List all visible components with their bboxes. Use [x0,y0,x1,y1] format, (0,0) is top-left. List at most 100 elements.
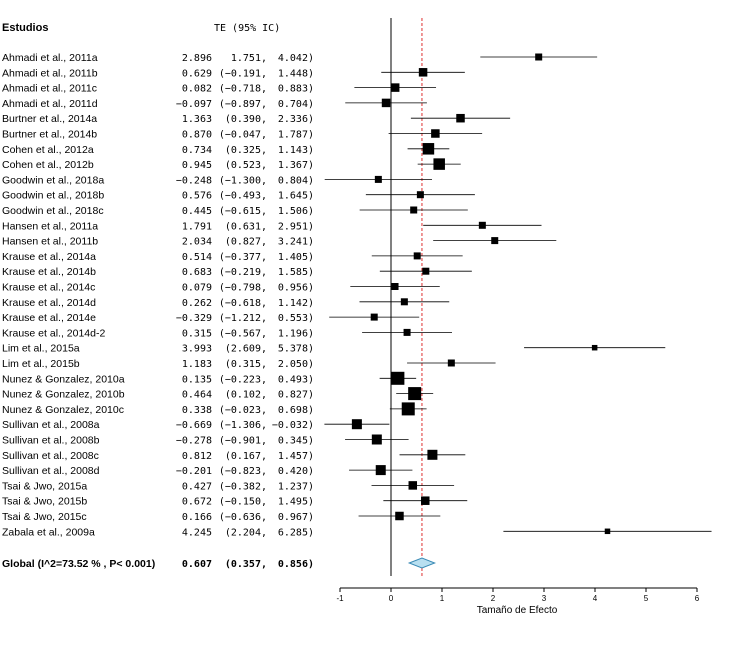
study-te: −0.278 [176,436,212,447]
study-te: −0.248 [176,175,212,186]
study-label: Krause et al., 2014c [2,282,95,294]
study-label: Nunez & Gonzalez, 2010b [2,389,125,401]
study-te: 0.262 [182,298,212,309]
study-ci-low: (0.167, [225,451,267,462]
study-ci-high: 0.493) [278,374,314,385]
overall-te: 0.607 [182,559,212,570]
x-tick-label: 0 [389,594,394,603]
header-studies: Estudios [2,22,48,34]
study-ci-high: 1.237) [278,481,314,492]
study-ci-low: (0.523, [225,160,267,171]
study-marker [416,191,424,199]
study-label: Goodwin et al., 2018c [2,205,104,217]
study-ci-high: 2.951) [278,221,314,232]
x-tick-label: 1 [440,594,445,603]
study-ci-low: (−0.223, [219,374,267,385]
study-marker [447,359,455,367]
study-marker [374,175,382,183]
study-ci-high: 1.645) [278,191,314,202]
study-marker [604,528,611,535]
study-ci-low: (2.204, [225,527,267,538]
x-axis-label: Tamaño de Efecto [477,605,558,616]
study-ci-high: 0.883) [278,84,314,95]
study-ci-low: (0.315, [225,359,267,370]
study-ci-high: 0.553) [278,313,314,324]
study-marker [431,129,440,138]
study-ci-high: 1.457) [278,451,314,462]
study-label: Sullivan et al., 2008c [2,450,99,462]
study-te: 0.338 [182,405,212,416]
study-ci-high: 2.336) [278,114,314,125]
study-marker [408,481,418,490]
study-label: Cohen et al., 2012b [2,159,94,171]
study-label: Krause et al., 2014d [2,297,96,309]
study-label: Cohen et al., 2012a [2,144,94,156]
study-marker [413,252,421,260]
study-te: 0.427 [182,481,212,492]
study-label: Sullivan et al., 2008d [2,465,100,477]
study-te: 0.514 [182,252,212,263]
plot-area [324,18,712,576]
study-ci-low: (−0.615, [219,206,267,217]
study-te: 1.363 [182,114,212,125]
study-ci-low: (−0.718, [219,84,267,95]
study-te: 0.445 [182,206,212,217]
study-ci-low: (−0.023, [219,405,267,416]
study-marker [403,328,411,336]
study-ci-low: (−0.377, [219,252,267,263]
study-marker [535,53,543,61]
study-marker [375,465,386,476]
study-label: Zabala et al., 2009a [2,526,95,538]
overall-label: Global (I^2=73.52 % , P< 0.001) [2,558,155,570]
study-label: Krause et al., 2014d-2 [2,327,105,339]
study-label: Krause et al., 2014b [2,266,96,278]
study-ci-high: 2.050) [278,359,314,370]
study-label: Sullivan et al., 2008b [2,435,100,447]
study-te: 0.734 [182,145,212,156]
study-ci-low: (−0.493, [219,191,267,202]
study-ci-low: 1.751, [231,53,267,64]
study-te: 0.870 [182,130,212,141]
x-tick-label: 2 [491,594,496,603]
study-ci-high: 5.378) [278,344,314,355]
study-te: 0.079 [182,283,212,294]
study-ci-high: 0.698) [278,405,314,416]
study-label: Tsai & Jwo, 2015a [2,480,87,492]
study-marker [408,387,422,401]
study-ci-high: 4.042) [278,53,314,64]
study-label: Tsai & Jwo, 2015c [2,511,87,523]
study-ci-low: (2.609, [225,344,267,355]
study-label: Ahmadi et al., 2011b [2,67,98,79]
study-ci-low: (−1.300, [219,175,267,186]
study-label: Ahmadi et al., 2011a [2,52,98,64]
study-te: −0.669 [176,420,212,431]
overall-diamond [407,557,437,569]
study-ci-low: (0.102, [225,390,267,401]
study-label: Goodwin et al., 2018b [2,190,104,202]
study-marker [591,344,598,351]
study-ci-low: (0.827, [225,237,267,248]
study-marker [421,496,430,505]
study-te: 0.082 [182,84,212,95]
study-ci-low: (0.631, [225,221,267,232]
x-tick-label: 6 [695,594,700,603]
study-ci-high: 1.585) [278,267,314,278]
study-te: 4.245 [182,527,212,538]
study-marker [381,98,391,108]
study-ci-low: (−0.219, [219,267,267,278]
study-te: 2.034 [182,237,212,248]
study-label: Sullivan et al., 2008a [2,419,100,431]
study-marker [491,237,499,245]
study-ci-high: 1.448) [278,68,314,79]
study-te: 1.183 [182,359,212,370]
study-ci-low: (0.325, [225,145,267,156]
study-ci-low: (−0.798, [219,283,267,294]
study-ci-high: 6.285) [278,527,314,538]
overall-ci-high: 0.856) [278,559,314,570]
study-marker [410,206,418,214]
study-ci-low: (−0.823, [219,466,267,477]
study-te: 1.791 [182,221,212,232]
study-marker [422,267,430,275]
study-label: Lim et al., 2015a [2,343,80,355]
study-marker [401,402,415,416]
